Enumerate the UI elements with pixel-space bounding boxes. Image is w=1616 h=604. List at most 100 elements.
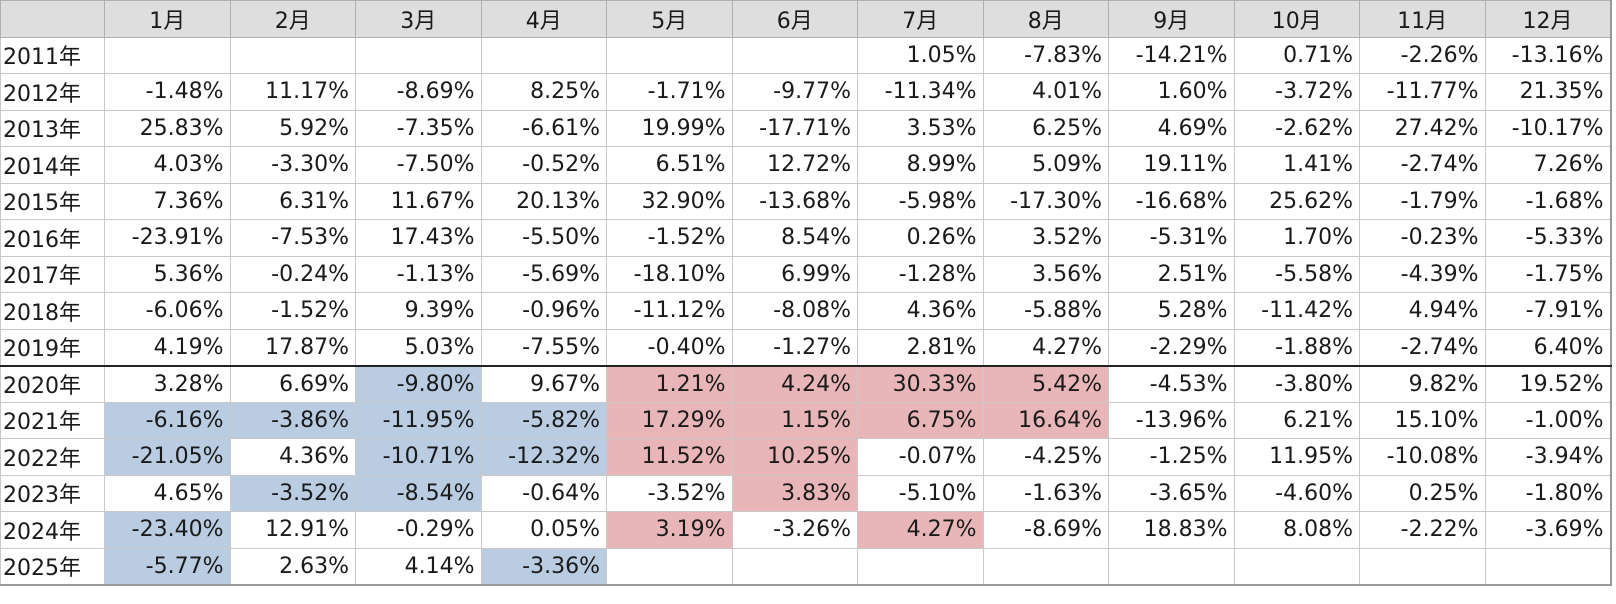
return-cell[interactable]: -3.69% [1484,511,1611,549]
return-cell[interactable]: -5.50% [480,219,607,257]
return-cell[interactable]: -3.30% [229,146,356,184]
return-cell[interactable]: 5.92% [229,109,356,147]
return-cell[interactable]: 5.09% [982,146,1109,184]
return-cell[interactable]: 11.67% [355,182,482,220]
return-cell[interactable]: -6.06% [104,292,231,330]
return-cell[interactable]: 16.64% [982,401,1109,439]
return-cell[interactable]: -11.42% [1233,292,1360,330]
return-cell[interactable]: 4.27% [857,511,984,549]
return-cell[interactable]: -1.27% [731,328,858,366]
return-cell[interactable]: 0.71% [1233,36,1360,74]
return-cell[interactable]: -0.07% [857,438,984,476]
return-cell[interactable]: 17.29% [606,401,733,439]
month-header-11[interactable]: 11月 [1359,0,1486,38]
return-cell[interactable]: -6.61% [480,109,607,147]
month-header-5[interactable]: 5月 [606,0,733,38]
year-label[interactable]: 2022年 [0,438,105,476]
return-cell[interactable]: -3.72% [1233,73,1360,111]
return-cell[interactable]: -23.91% [104,219,231,257]
return-cell[interactable]: -1.71% [606,73,733,111]
return-cell[interactable]: 4.94% [1359,292,1486,330]
return-cell[interactable]: -7.53% [229,219,356,257]
return-cell[interactable]: 21.35% [1484,73,1611,111]
return-cell[interactable]: 19.11% [1108,146,1235,184]
return-cell[interactable]: 27.42% [1359,109,1486,147]
return-cell[interactable]: -7.55% [480,328,607,366]
return-cell[interactable]: 3.83% [731,474,858,512]
return-cell[interactable] [229,36,356,74]
return-cell[interactable]: -7.50% [355,146,482,184]
return-cell[interactable]: 4.19% [104,328,231,366]
return-cell[interactable]: -5.58% [1233,255,1360,293]
return-cell[interactable]: 4.69% [1108,109,1235,147]
return-cell[interactable]: -1.68% [1484,182,1611,220]
return-cell[interactable]: -11.77% [1359,73,1486,111]
return-cell[interactable] [731,547,858,585]
return-cell[interactable]: -23.40% [104,511,231,549]
return-cell[interactable] [606,547,733,585]
return-cell[interactable]: -1.13% [355,255,482,293]
return-cell[interactable]: -14.21% [1108,36,1235,74]
return-cell[interactable]: 12.72% [731,146,858,184]
return-cell[interactable]: -1.80% [1484,474,1611,512]
return-cell[interactable]: 9.67% [480,364,607,403]
return-cell[interactable]: 20.13% [480,182,607,220]
return-cell[interactable]: -5.33% [1484,219,1611,257]
return-cell[interactable]: -5.31% [1108,219,1235,257]
return-cell[interactable]: -9.80% [355,364,482,403]
year-label[interactable]: 2015年 [0,182,105,220]
year-label[interactable]: 2025年 [0,547,105,585]
year-label[interactable]: 2014年 [0,146,105,184]
return-cell[interactable]: 32.90% [606,182,733,220]
return-cell[interactable]: -1.25% [1108,438,1235,476]
return-cell[interactable]: 8.54% [731,219,858,257]
month-header-2[interactable]: 2月 [229,0,356,38]
return-cell[interactable]: -3.36% [480,547,607,585]
return-cell[interactable]: 5.42% [982,364,1109,403]
year-label[interactable]: 2011年 [0,36,105,74]
return-cell[interactable]: -1.63% [982,474,1109,512]
return-cell[interactable]: -21.05% [104,438,231,476]
return-cell[interactable] [731,36,858,74]
return-cell[interactable]: -3.52% [606,474,733,512]
return-cell[interactable] [1233,547,1360,585]
year-label[interactable]: 2019年 [0,328,105,366]
return-cell[interactable]: 4.36% [229,438,356,476]
return-cell[interactable]: 4.36% [857,292,984,330]
return-cell[interactable]: 6.21% [1233,401,1360,439]
return-cell[interactable]: -11.95% [355,401,482,439]
return-cell[interactable]: -0.96% [480,292,607,330]
return-cell[interactable]: -8.69% [355,73,482,111]
return-cell[interactable]: -5.10% [857,474,984,512]
return-cell[interactable]: -17.71% [731,109,858,147]
return-cell[interactable]: -6.16% [104,401,231,439]
return-cell[interactable]: 9.82% [1359,364,1486,403]
return-cell[interactable]: 5.28% [1108,292,1235,330]
return-cell[interactable]: 4.27% [982,328,1109,366]
month-header-4[interactable]: 4月 [480,0,607,38]
return-cell[interactable]: -13.96% [1108,401,1235,439]
return-cell[interactable]: 19.52% [1484,364,1611,403]
return-cell[interactable]: -18.10% [606,255,733,293]
return-cell[interactable]: 6.99% [731,255,858,293]
return-cell[interactable]: -1.75% [1484,255,1611,293]
return-cell[interactable]: -0.40% [606,328,733,366]
return-cell[interactable]: -13.16% [1484,36,1611,74]
return-cell[interactable]: -5.98% [857,182,984,220]
return-cell[interactable]: -1.79% [1359,182,1486,220]
return-cell[interactable] [982,547,1109,585]
return-cell[interactable]: 4.01% [982,73,1109,111]
return-cell[interactable]: -1.00% [1484,401,1611,439]
return-cell[interactable]: 25.62% [1233,182,1360,220]
return-cell[interactable]: -4.60% [1233,474,1360,512]
return-cell[interactable]: -11.34% [857,73,984,111]
return-cell[interactable]: 8.08% [1233,511,1360,549]
return-cell[interactable]: -17.30% [982,182,1109,220]
return-cell[interactable]: 6.51% [606,146,733,184]
return-cell[interactable]: -3.65% [1108,474,1235,512]
return-cell[interactable]: -0.52% [480,146,607,184]
return-cell[interactable]: -1.28% [857,255,984,293]
return-cell[interactable] [1359,547,1486,585]
return-cell[interactable]: 0.25% [1359,474,1486,512]
return-cell[interactable]: 0.05% [480,511,607,549]
